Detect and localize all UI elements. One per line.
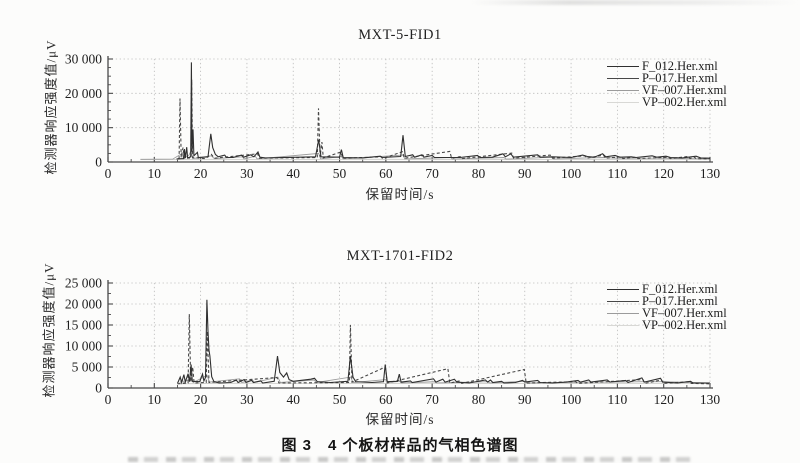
figure-caption-text: 4 个板材样品的气相色谱图 — [328, 437, 519, 454]
svg-text:5 000: 5 000 — [72, 360, 103, 375]
trace-VP–002.Her.xml — [177, 382, 711, 385]
legend-row: VF–007.Her.xml — [607, 84, 727, 96]
svg-text:0: 0 — [105, 392, 112, 407]
legend-row: P–017.Her.xml — [607, 295, 727, 307]
svg-text:40: 40 — [286, 392, 300, 407]
legend-line-sample — [607, 312, 639, 314]
svg-text:60: 60 — [379, 392, 393, 407]
svg-text:15 000: 15 000 — [65, 318, 102, 333]
svg-text:100: 100 — [561, 392, 582, 407]
svg-text:130: 130 — [700, 392, 721, 407]
svg-text:10 000: 10 000 — [65, 339, 102, 354]
svg-text:90: 90 — [518, 166, 532, 181]
legend-fid2: F_012.Her.xml P–017.Her.xml VF–007.Her.x… — [607, 283, 727, 333]
svg-text:20: 20 — [194, 166, 208, 181]
svg-text:70: 70 — [425, 392, 439, 407]
legend-label: F_012.Her.xml — [642, 282, 718, 296]
figure-caption: 图 3 4 个板材样品的气相色谱图 — [0, 434, 800, 455]
legend-line-sample — [607, 288, 639, 290]
trace-VF–007.Her.xml — [179, 374, 711, 384]
legend-row: VP–002.Her.xml — [607, 95, 727, 110]
svg-text:130: 130 — [700, 166, 721, 181]
svg-text:20 000: 20 000 — [65, 297, 102, 312]
svg-text:30 000: 30 000 — [65, 52, 102, 67]
chart-title-fid2: MXT-1701-FID2 — [346, 248, 454, 264]
legend-row: VP–002.Her.xml — [607, 318, 727, 333]
svg-text:40: 40 — [286, 166, 300, 181]
svg-text:70: 70 — [425, 166, 439, 181]
figure-caption-label: 图 3 — [281, 437, 312, 454]
legend-line-sample — [607, 65, 639, 67]
svg-text:100: 100 — [561, 166, 582, 181]
svg-text:80: 80 — [472, 392, 486, 407]
svg-text:110: 110 — [608, 166, 628, 181]
svg-text:120: 120 — [654, 392, 675, 407]
legend-row: F_012.Her.xml — [607, 283, 727, 295]
x-axis-label-fid2: 保留时间/s — [365, 412, 435, 427]
legend-line-sample — [607, 324, 639, 326]
svg-text:10: 10 — [148, 166, 162, 181]
x-axis-label-fid1: 保留时间/s — [365, 187, 435, 202]
svg-text:90: 90 — [518, 392, 532, 407]
legend-line-sample — [607, 77, 639, 79]
plot-MXT-5-FID1: 0 10 20 30 40 50 60 70 80 90 100 110 120 130 0 10 000 20… — [65, 52, 721, 182]
svg-text:50: 50 — [333, 166, 347, 181]
y-axis-label-fid1: 检测器响应强度值/μV — [43, 39, 59, 175]
trace-P–017.Her.xml — [178, 79, 711, 160]
trace-P–017.Her.xml — [177, 314, 711, 385]
legend-label: VP–002.Her.xml — [642, 318, 727, 333]
chart-title-fid1: MXT-5-FID1 — [358, 27, 442, 43]
svg-text:20 000: 20 000 — [65, 86, 102, 101]
svg-text:0: 0 — [95, 155, 102, 170]
legend-row: VF–007.Her.xml — [607, 307, 727, 319]
legend-line-sample — [607, 101, 639, 103]
svg-text:0: 0 — [105, 166, 112, 181]
legend-label: VP–002.Her.xml — [642, 95, 727, 110]
cutoff-text-line — [128, 457, 693, 462]
legend-label: VF–007.Her.xml — [642, 83, 727, 98]
legend-label: VF–007.Her.xml — [642, 306, 727, 321]
svg-text:110: 110 — [608, 392, 628, 407]
svg-text:0: 0 — [95, 381, 102, 396]
plot-MXT-1701-FID2: 0 10 20 30 40 50 60 70 80 90 100 110 120 130 0 5 000 10 … — [65, 276, 721, 408]
legend-row: P–017.Her.xml — [607, 72, 727, 84]
svg-text:30: 30 — [240, 166, 254, 181]
legend-label: P–017.Her.xml — [642, 294, 718, 309]
legend-row: F_012.Her.xml — [607, 60, 727, 72]
legend-line-sample — [607, 89, 639, 91]
svg-text:10 000: 10 000 — [65, 120, 102, 135]
legend-line-sample — [607, 300, 639, 302]
svg-text:80: 80 — [472, 166, 486, 181]
svg-text:10: 10 — [148, 392, 162, 407]
trace-F_012.Her.xml — [176, 62, 711, 160]
svg-text:60: 60 — [379, 166, 393, 181]
svg-text:120: 120 — [654, 166, 675, 181]
legend-label: F_012.Her.xml — [642, 59, 718, 73]
legend-label: P–017.Her.xml — [642, 71, 718, 86]
svg-text:20: 20 — [194, 392, 208, 407]
svg-text:50: 50 — [333, 392, 347, 407]
svg-text:30: 30 — [240, 392, 254, 407]
legend-fid1: F_012.Her.xml P–017.Her.xml VF–007.Her.x… — [607, 60, 727, 110]
scan-artifact — [470, 0, 800, 5]
svg-text:25 000: 25 000 — [65, 276, 102, 291]
y-axis-label-fid2: 检测器响应强度值/μV — [41, 262, 57, 398]
trace-F_012.Her.xml — [176, 299, 710, 385]
